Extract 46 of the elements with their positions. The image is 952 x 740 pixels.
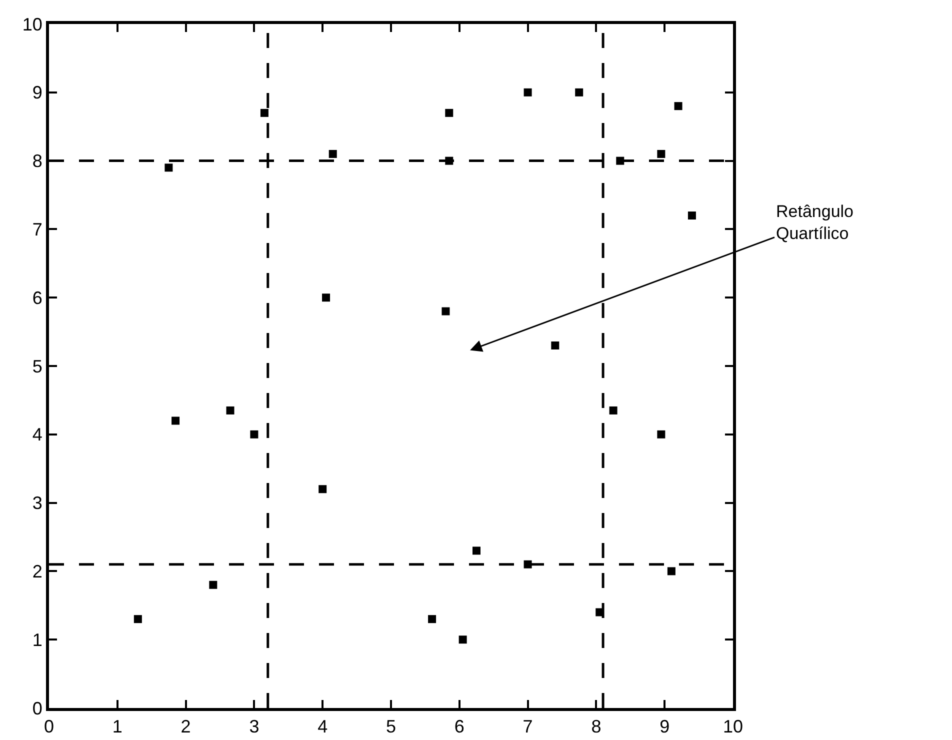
y-tick-label: 10 xyxy=(22,14,42,34)
point xyxy=(322,294,330,302)
point xyxy=(209,580,218,589)
point xyxy=(226,406,234,414)
point xyxy=(657,150,666,158)
point xyxy=(318,485,327,494)
point xyxy=(674,102,682,110)
point xyxy=(134,615,142,624)
y-tick-label: 8 xyxy=(32,151,42,172)
point xyxy=(442,307,450,316)
y-tick-label: 1 xyxy=(32,630,42,650)
y-tick-label: 5 xyxy=(32,356,42,376)
text: Retângulo Quartílico xyxy=(776,202,854,244)
point xyxy=(667,567,676,576)
point xyxy=(458,636,467,644)
point xyxy=(688,212,696,220)
x-tick-label: 1 xyxy=(112,716,122,737)
y-tick-label: 7 xyxy=(32,220,42,240)
point xyxy=(575,88,584,96)
point xyxy=(445,108,454,117)
x-tick-label: 8 xyxy=(591,716,602,737)
y-tick-label: 2 xyxy=(32,562,42,582)
point xyxy=(657,430,666,438)
x-tick-label: 5 xyxy=(386,716,396,737)
y-tick-label: 6 xyxy=(32,288,42,308)
point xyxy=(609,406,618,414)
point xyxy=(164,164,173,172)
point xyxy=(172,416,180,425)
point xyxy=(551,341,560,350)
point xyxy=(328,150,337,158)
point xyxy=(524,88,532,96)
x-tick-label: 9 xyxy=(660,716,670,737)
y-tick-label: 3 xyxy=(32,493,42,514)
x-tick-label: 6 xyxy=(454,716,464,737)
x-tick-label: 7 xyxy=(522,716,533,737)
x-tick-label: 4 xyxy=(318,716,328,737)
y-tick-label: 0 xyxy=(32,698,42,718)
y-tick-label: 9 xyxy=(32,82,42,103)
point xyxy=(472,546,480,555)
y-tick-label: 4 xyxy=(32,424,42,445)
point xyxy=(260,108,268,117)
x-tick-label: 2 xyxy=(180,716,191,737)
point xyxy=(250,430,258,438)
point xyxy=(428,615,436,624)
x-tick-label: 10 xyxy=(722,716,744,737)
x-tick-label: 3 xyxy=(249,716,260,737)
